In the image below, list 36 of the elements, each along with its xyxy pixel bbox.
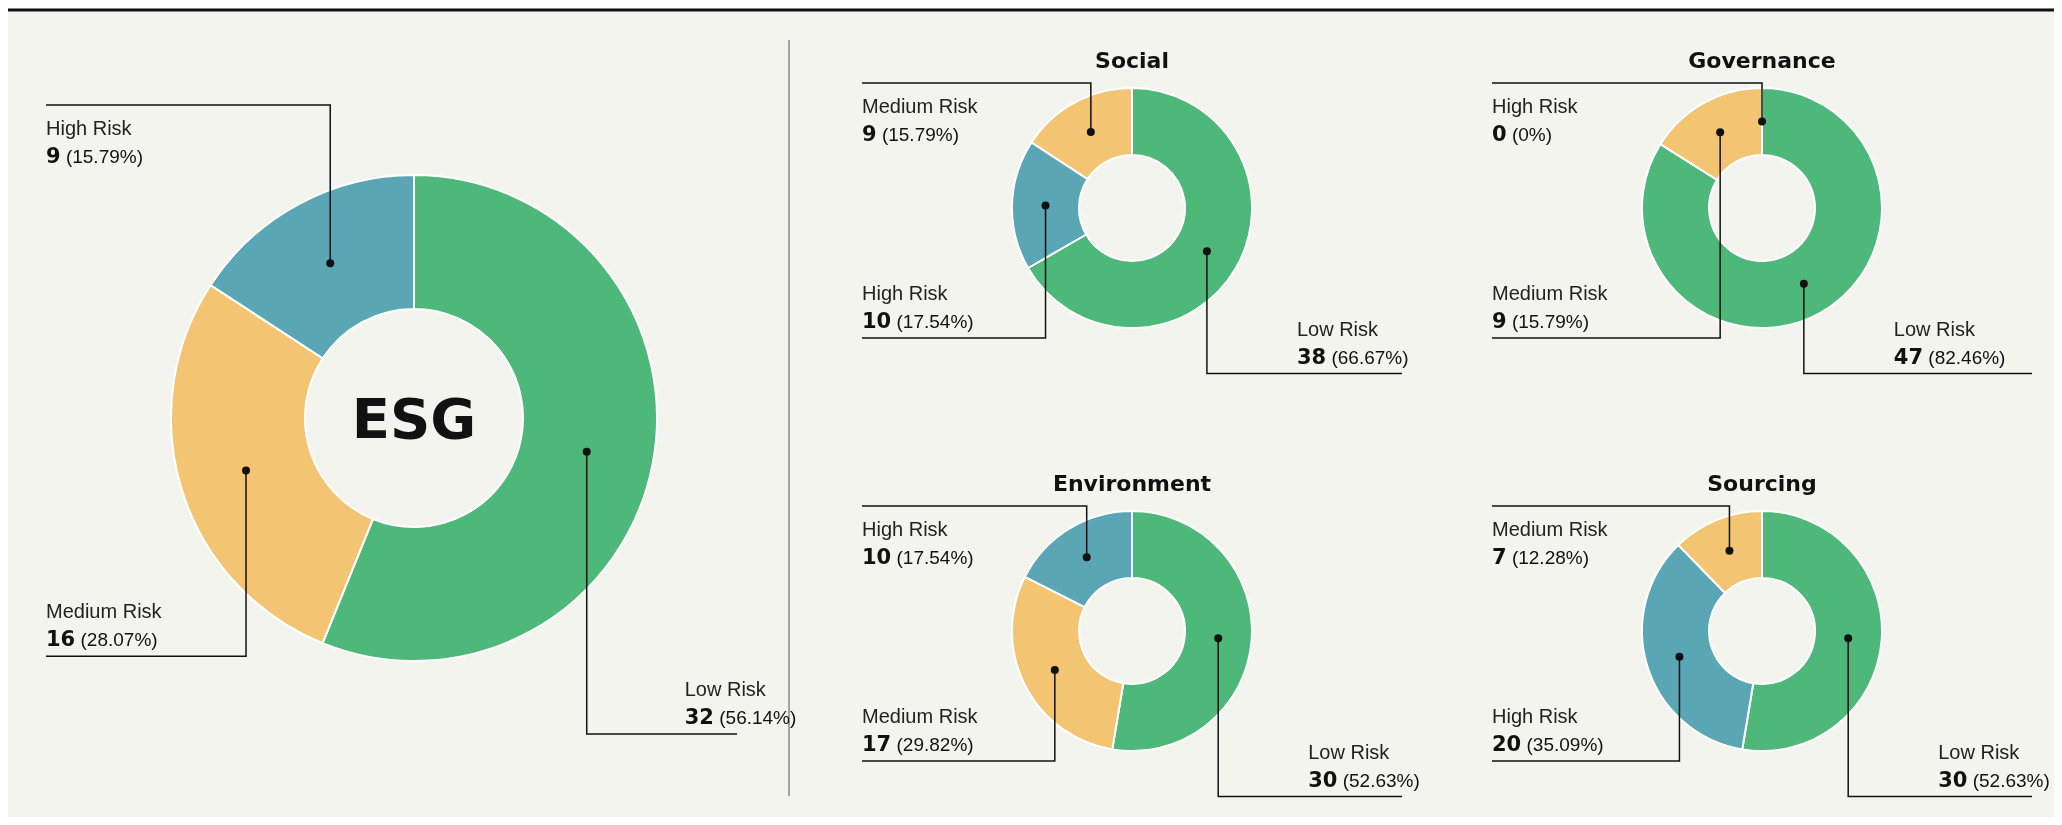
data-label: 32 (56.14%) (684, 704, 797, 729)
data-label: 47 (82.46%) (1893, 344, 2006, 369)
data-label: 17 (29.82%) (862, 732, 974, 756)
data-label: 30 (52.63%) (1308, 767, 1420, 792)
data-label: 10 (17.54%) (862, 309, 974, 333)
data-label: 20 (35.09%) (1492, 732, 1604, 756)
slice-label: High Risk (1492, 705, 1579, 727)
donut-slice (1641, 87, 1883, 329)
data-label: 9 (15.79%) (46, 144, 143, 168)
slice-label: Low Risk (1308, 740, 1391, 763)
chart-title: Governance (1688, 48, 1836, 73)
text: ESG (351, 386, 477, 451)
chart-title: Environment (1052, 471, 1212, 496)
chart-title: Sourcing (1707, 471, 1817, 496)
slice-label: Low Risk (1296, 317, 1380, 340)
category-label: High Risk (1492, 95, 1578, 117)
slice-label: Medium Risk (862, 95, 979, 117)
slice-label: High Risk (862, 518, 949, 540)
data-label: 30 (52.63%) (1938, 767, 2050, 792)
chart-title: Social (1095, 48, 1169, 73)
slice-label: Medium Risk (862, 705, 979, 727)
data-label: 9 (15.79%) (862, 122, 959, 146)
slice-label: Medium Risk (46, 600, 163, 623)
data-label: 7 (12.28%) (1492, 545, 1589, 569)
slice-label: High Risk (46, 117, 133, 139)
slice-label: Low Risk (1938, 740, 2021, 763)
data-label: 38 (66.67%) (1296, 344, 1409, 369)
data-label: 16 (28.07%) (46, 627, 158, 652)
data-label: 10 (17.54%) (862, 545, 974, 569)
slice-label: High Risk (862, 282, 949, 304)
data-label: 9 (15.79%) (1492, 309, 1589, 333)
slice-label: Medium Risk (1492, 518, 1609, 540)
slice-label: Low Risk (684, 677, 767, 700)
slice-label: Medium Risk (1492, 282, 1609, 304)
text: 0 (0%) (1492, 122, 1553, 146)
slice-label: Low Risk (1893, 317, 1976, 340)
